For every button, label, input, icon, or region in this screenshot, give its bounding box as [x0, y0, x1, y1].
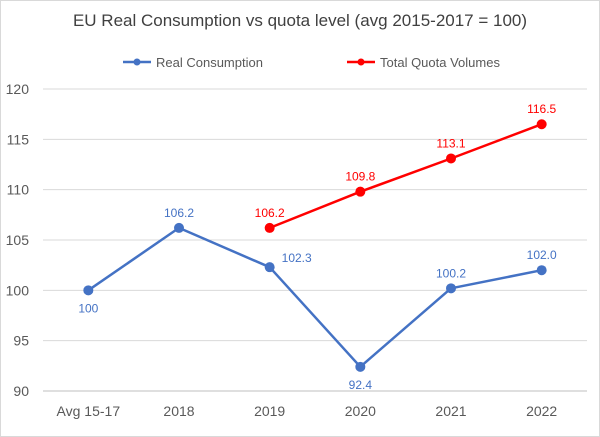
series-line-2 — [269, 123, 543, 230]
data-point — [536, 265, 547, 276]
x-tick-label: 2018 — [163, 403, 194, 419]
y-tick-label: 95 — [13, 333, 29, 349]
y-tick-label: 105 — [6, 232, 30, 248]
chart-title: EU Real Consumption vs quota level (avg … — [72, 11, 528, 30]
data-label: 102.0 — [527, 248, 557, 262]
data-point — [264, 262, 275, 273]
legend-marker — [133, 58, 141, 66]
data-point — [536, 119, 547, 130]
x-tick-label: 2020 — [345, 403, 376, 419]
series-line-1 — [87, 226, 542, 369]
x-tick-label: Avg 15-17 — [57, 403, 121, 419]
data-point — [174, 222, 184, 233]
y-tick-label: 90 — [13, 383, 29, 399]
data-label: 102.3 — [282, 251, 312, 265]
data-point — [355, 361, 366, 372]
data-point — [446, 153, 456, 164]
data-label: 116.5 — [527, 102, 556, 116]
data-label: 113.1 — [436, 136, 465, 150]
legend-label: Real Consumption — [156, 55, 263, 70]
legend-label: Total Quota Volumes — [380, 55, 500, 70]
data-label: 109.8 — [345, 170, 375, 184]
data-point — [264, 222, 275, 233]
y-tick-label: 110 — [7, 182, 30, 198]
data-label: 100 — [78, 301, 98, 315]
data-point — [83, 285, 94, 296]
x-tick-label: 2019 — [254, 403, 285, 419]
data-label: 106.2 — [164, 206, 194, 220]
data-label: 92.4 — [349, 378, 373, 392]
y-tick-label: 100 — [6, 282, 30, 298]
data-point — [446, 283, 456, 294]
data-point — [355, 186, 366, 197]
x-tick-label: 2022 — [526, 403, 557, 419]
legend-marker — [357, 58, 365, 66]
data-label: 106.2 — [255, 206, 285, 220]
y-tick-label: 115 — [7, 131, 30, 147]
x-tick-label: 2021 — [435, 403, 466, 419]
data-label: 100.2 — [436, 266, 466, 280]
y-tick-label: 120 — [6, 81, 30, 97]
